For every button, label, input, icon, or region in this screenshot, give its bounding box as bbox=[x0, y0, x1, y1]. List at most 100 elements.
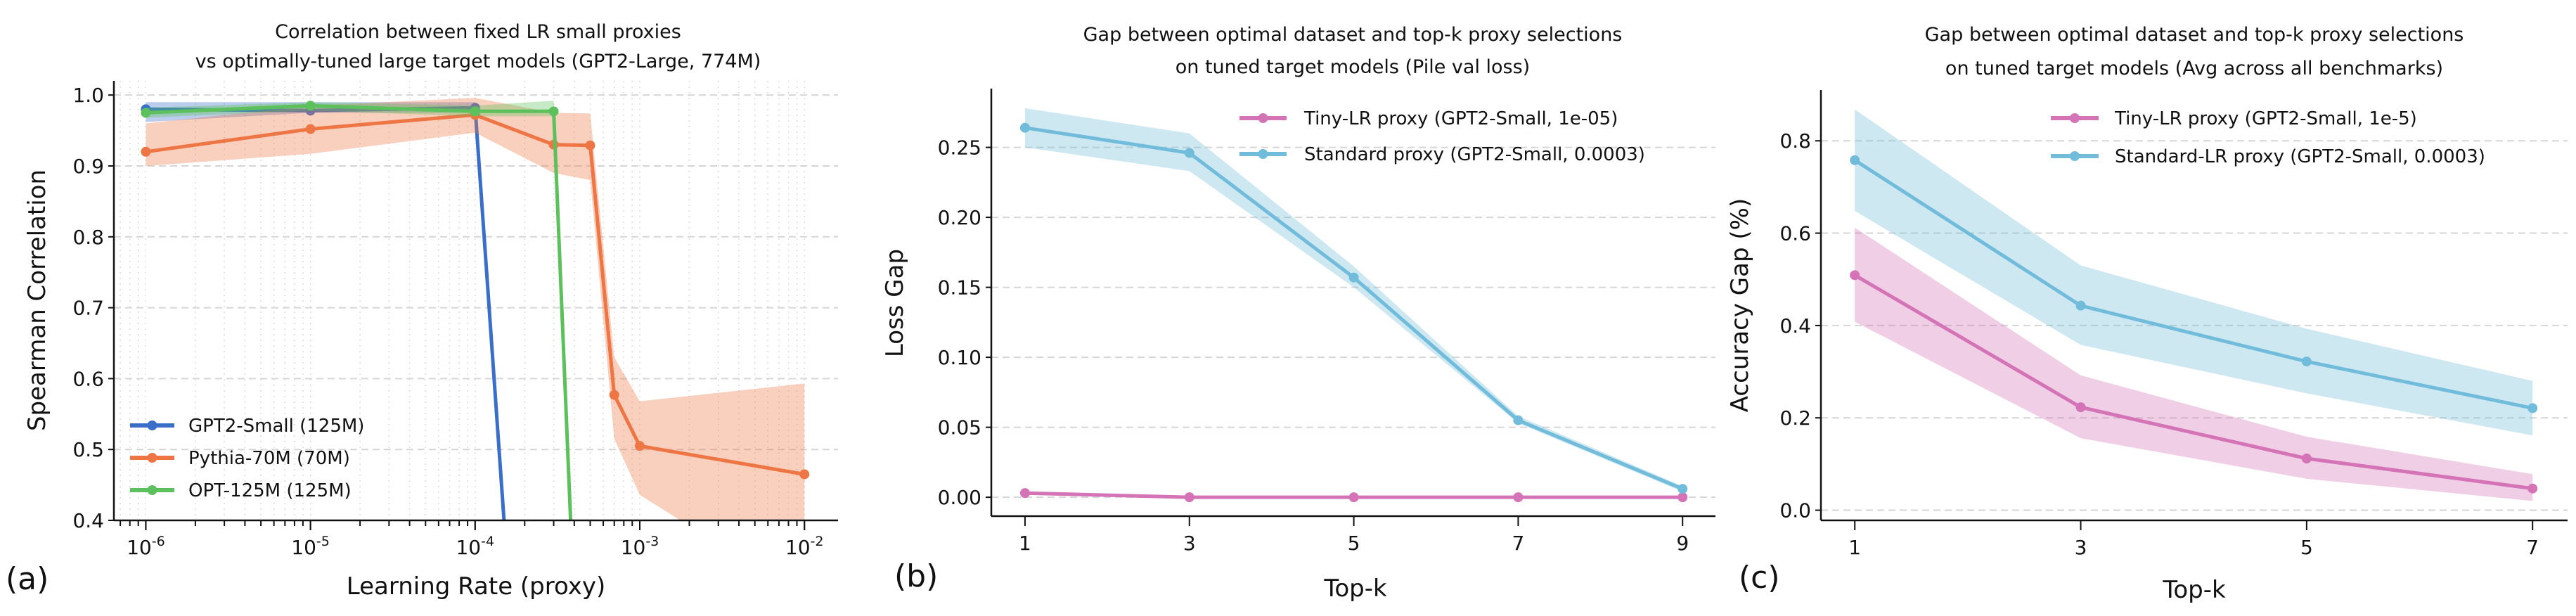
confidence-band bbox=[1855, 109, 2533, 436]
data-point bbox=[1348, 492, 1359, 503]
y-tick-label: 1.0 bbox=[72, 84, 104, 107]
data-point bbox=[1184, 492, 1194, 503]
plot-area bbox=[1850, 109, 2538, 501]
tick-base: 10 bbox=[785, 536, 811, 559]
x-axis-label: Top-k bbox=[2162, 576, 2226, 604]
series-line bbox=[1853, 274, 2533, 491]
x-tick-label: 7 bbox=[2526, 536, 2539, 559]
tick-exponent: -2 bbox=[811, 534, 824, 549]
x-tick-label: 10-2 bbox=[785, 534, 824, 559]
legend-label: Tiny-LR proxy (GPT2-Small, 1e-5) bbox=[2114, 108, 2417, 129]
data-point bbox=[2527, 483, 2538, 494]
legend-marker bbox=[147, 485, 157, 495]
data-point bbox=[1850, 270, 1860, 281]
data-point bbox=[1348, 272, 1359, 283]
y-tick-label: 0.0 bbox=[1779, 499, 1811, 522]
panel-label: (a) bbox=[6, 561, 49, 597]
tick-exponent: -4 bbox=[481, 534, 494, 549]
data-point bbox=[548, 106, 559, 117]
y-tick-label: 0.9 bbox=[72, 155, 104, 178]
legend-label: Standard-LR proxy (GPT2-Small, 0.0003) bbox=[2115, 146, 2485, 167]
x-axis-label: Top-k bbox=[1323, 575, 1387, 603]
data-point bbox=[634, 441, 645, 451]
y-tick-label: 0.4 bbox=[1779, 314, 1811, 338]
legend-marker bbox=[147, 453, 157, 463]
y-tick-label: 0.5 bbox=[72, 438, 104, 461]
tick-exponent: -3 bbox=[645, 534, 659, 549]
y-axis-label: Loss Gap bbox=[881, 249, 909, 357]
x-tick-label: 3 bbox=[2075, 536, 2087, 559]
data-point bbox=[1677, 484, 1688, 494]
data-point bbox=[141, 108, 151, 118]
data-point bbox=[1019, 122, 1030, 133]
confidence-band bbox=[146, 98, 805, 520]
confidence-band bbox=[1024, 108, 1683, 492]
x-tick-label: 1 bbox=[1019, 532, 1031, 555]
y-tick-label: 0.25 bbox=[938, 136, 981, 160]
data-point bbox=[2301, 357, 2312, 367]
y-tick-label: 0.8 bbox=[72, 226, 104, 249]
tick-base: 10 bbox=[621, 536, 646, 559]
x-tick-label: 9 bbox=[1676, 532, 1689, 555]
chart-title-line: Gap between optimal dataset and top-k pr… bbox=[1925, 24, 2464, 46]
legend-label: Tiny-LR proxy (GPT2-Small, 1e-05) bbox=[1303, 108, 1618, 129]
y-tick-label: 0.10 bbox=[938, 346, 981, 369]
legend-marker bbox=[1258, 113, 1268, 123]
x-tick-label: 10-5 bbox=[291, 534, 330, 559]
legend-label: Standard proxy (GPT2-Small, 0.0003) bbox=[1304, 144, 1645, 165]
legend-marker bbox=[1258, 149, 1268, 159]
x-tick-label: 5 bbox=[2300, 536, 2313, 559]
series-line bbox=[1024, 126, 1684, 491]
y-tick-label: 0.7 bbox=[72, 297, 104, 320]
data-point bbox=[2075, 300, 2086, 311]
data-point bbox=[1850, 155, 1860, 165]
panel-label: (c) bbox=[1739, 560, 1780, 596]
legend-label: Pythia-70M (70M) bbox=[188, 448, 350, 469]
x-tick-label: 1 bbox=[1848, 536, 1861, 559]
chart-title-line: Correlation between fixed LR small proxi… bbox=[275, 21, 681, 43]
data-point bbox=[1513, 415, 1524, 425]
x-tick-label: 5 bbox=[1348, 532, 1360, 555]
confidence-band bbox=[1855, 227, 2533, 501]
y-tick-label: 0.2 bbox=[1779, 406, 1811, 430]
x-tick-label: 10-6 bbox=[127, 534, 165, 559]
data-point bbox=[1184, 148, 1194, 158]
tick-exponent: -6 bbox=[152, 534, 165, 549]
chart-title-line: vs optimally-tuned large target models (… bbox=[195, 51, 761, 72]
chart-title-line: on tuned target models (Pile val loss) bbox=[1176, 56, 1530, 78]
legend-label: OPT-125M (125M) bbox=[188, 480, 352, 501]
data-point bbox=[305, 101, 316, 111]
panel-b: 0.00 0.05 0.10 0.15 0.20 0.25 1 3 5 7 9 Tiny-LR pro… bbox=[881, 24, 1715, 603]
data-point bbox=[141, 146, 151, 157]
y-tick-label: 0.20 bbox=[938, 206, 981, 229]
y-tick-label: 0.15 bbox=[938, 276, 981, 300]
panel-a: 0.40.50.60.70.80.91.010-6 10-5 10-4 10-3 10-… bbox=[6, 21, 838, 601]
y-tick-label: 0.8 bbox=[1779, 129, 1811, 153]
data-point bbox=[609, 390, 619, 400]
data-point bbox=[2527, 403, 2538, 413]
x-axis-label: Learning Rate (proxy) bbox=[347, 572, 606, 601]
x-tick-label: 10-3 bbox=[621, 534, 659, 559]
chart-title-line: on tuned target models (Avg across all b… bbox=[1945, 58, 2443, 79]
tick-exponent: -5 bbox=[316, 534, 330, 549]
plot-area bbox=[141, 98, 810, 521]
x-tick-label: 3 bbox=[1183, 532, 1196, 555]
plot-area bbox=[1019, 108, 1688, 503]
tick-base: 10 bbox=[291, 536, 316, 559]
legend-marker bbox=[147, 421, 157, 430]
x-tick-label: 10-4 bbox=[456, 534, 494, 559]
x-tick-label: 7 bbox=[1512, 532, 1524, 555]
tick-base: 10 bbox=[127, 536, 152, 559]
y-axis-label: Accuracy Gap (%) bbox=[1726, 198, 1754, 412]
panel-label: (b) bbox=[894, 558, 938, 594]
chart-title-line: Gap between optimal dataset and top-k pr… bbox=[1083, 24, 1623, 46]
y-axis-label: Spearman Correlation bbox=[23, 169, 51, 431]
series-line bbox=[1853, 158, 2533, 410]
tick-base: 10 bbox=[456, 536, 481, 559]
y-tick-label: 0.6 bbox=[72, 367, 104, 390]
y-tick-label: 0.00 bbox=[938, 486, 981, 509]
data-point bbox=[2301, 454, 2312, 464]
legend-marker bbox=[2070, 151, 2080, 161]
y-tick-label: 0.05 bbox=[938, 416, 981, 439]
